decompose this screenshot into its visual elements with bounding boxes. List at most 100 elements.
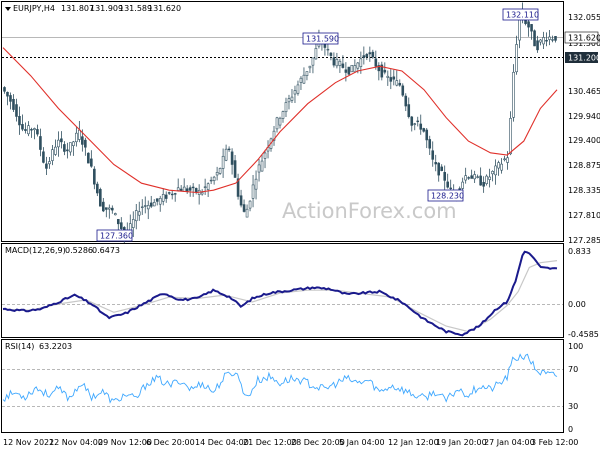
- candle-body: [458, 188, 461, 190]
- candle: [99, 187, 102, 207]
- candle-body: [30, 129, 33, 131]
- candle-body: [494, 165, 497, 176]
- candle-body: [161, 193, 165, 202]
- candle: [66, 142, 69, 159]
- candle: [102, 197, 105, 213]
- candle-body: [185, 188, 189, 192]
- candle-body: [539, 39, 542, 43]
- candle: [161, 188, 165, 206]
- candle-body: [311, 57, 315, 66]
- candle: [212, 175, 216, 185]
- candle-body: [170, 193, 174, 196]
- candle-body: [278, 117, 282, 126]
- candle-body: [227, 148, 231, 151]
- candle-body: [18, 116, 21, 126]
- candle: [230, 148, 234, 175]
- candle-body: [206, 183, 210, 191]
- candle-body: [137, 211, 141, 216]
- candle: [305, 71, 309, 81]
- candle: [293, 85, 297, 103]
- candle-body: [296, 84, 300, 94]
- candle-body: [380, 64, 384, 78]
- candle: [386, 70, 390, 86]
- candle: [422, 127, 426, 133]
- candle-body: [554, 36, 557, 41]
- candle: [326, 43, 330, 56]
- macd-main-line: [2, 250, 558, 337]
- candle-body: [302, 74, 306, 84]
- candle-body: [81, 136, 84, 145]
- candle-body: [257, 164, 261, 173]
- candle-body: [410, 116, 414, 126]
- candle: [173, 192, 177, 202]
- candle-body: [21, 124, 24, 130]
- time-tick: 5 Jan 04:00: [339, 438, 385, 447]
- candle-body: [362, 55, 366, 58]
- price-tick: 127.810: [568, 211, 600, 220]
- candle: [296, 80, 300, 96]
- candle: [512, 64, 515, 122]
- rsi-tick: 0: [568, 425, 573, 434]
- candle: [344, 62, 348, 82]
- candle-body: [36, 129, 39, 135]
- candle-body: [96, 183, 99, 194]
- candle-body: [542, 37, 545, 45]
- candle: [329, 52, 333, 61]
- candle-body: [374, 58, 378, 67]
- candle-body: [78, 129, 81, 140]
- candle: [536, 35, 539, 53]
- candle-body: [218, 168, 222, 174]
- candle: [287, 94, 291, 110]
- rsi-plot: [2, 353, 558, 404]
- annotation-text: 131.590: [306, 35, 339, 44]
- candle: [137, 201, 141, 221]
- candle-body: [84, 139, 87, 148]
- time-tick: 22 Nov 04:00: [49, 438, 103, 447]
- candle-body: [6, 91, 9, 97]
- candle: [6, 91, 9, 106]
- candle: [30, 127, 33, 138]
- candle-body: [491, 171, 494, 175]
- annotation-127360: 127.360: [96, 229, 133, 242]
- candle-body: [203, 186, 207, 188]
- candle: [215, 166, 219, 181]
- time-tick: 19 Jan 20:00: [436, 438, 487, 447]
- price-tick: 131.500: [568, 39, 600, 48]
- candle-body: [503, 158, 506, 161]
- dropdown-triangle-icon[interactable]: [5, 7, 11, 11]
- candle-body: [24, 129, 27, 131]
- candle: [260, 154, 264, 172]
- time-tick: 21 Dec 12:00: [243, 438, 297, 447]
- candle-body: [143, 205, 147, 207]
- candle-body: [485, 175, 488, 184]
- candle: [236, 173, 240, 200]
- candle: [191, 183, 195, 197]
- ohlc-open: 131.807: [61, 4, 94, 13]
- candle: [27, 121, 30, 137]
- candle: [539, 39, 542, 46]
- candle-body: [413, 123, 417, 125]
- macd-signal-line: [2, 260, 558, 333]
- candle: [479, 167, 482, 186]
- candle-body: [527, 21, 530, 28]
- candle: [548, 30, 551, 46]
- time-tick: 28 Dec 20:00: [291, 438, 345, 447]
- candle: [78, 120, 81, 143]
- candle-body: [164, 194, 168, 199]
- candle: [93, 166, 96, 190]
- candle: [194, 187, 198, 195]
- time-tick: 14 Dec 04:00: [195, 438, 249, 447]
- candle: [347, 66, 351, 77]
- candle-body: [69, 142, 72, 153]
- candle: [530, 24, 533, 40]
- candle-body: [377, 65, 381, 72]
- candle-body: [102, 201, 105, 212]
- candle-body: [158, 197, 162, 205]
- candle-body: [335, 59, 339, 67]
- candle: [275, 116, 279, 133]
- candle-body: [404, 95, 408, 107]
- time-axis: 12 Nov 2021 22 Nov 04:00 29 Nov 12:00 6 …: [3, 438, 578, 447]
- candle: [251, 175, 255, 208]
- candle-body: [42, 151, 45, 163]
- candle-body: [155, 198, 159, 202]
